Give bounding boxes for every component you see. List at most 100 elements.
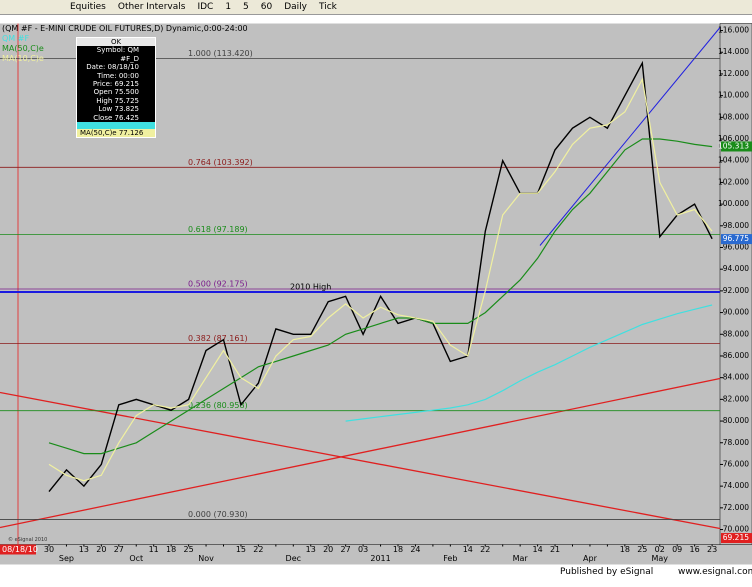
level-label: 0.000 (70.930) (188, 510, 248, 519)
month-label: Dec (286, 554, 301, 563)
level-label: 0.236 (80.958) (188, 401, 248, 410)
x-tick-label: 24 (410, 545, 420, 554)
y-tick-label: 82.000 (723, 394, 749, 403)
month-label: Apr (583, 554, 598, 563)
x-tick-label: 13 (79, 545, 89, 554)
price-tag-label: 69.215 (723, 533, 749, 542)
y-tick-label: 110.000 (718, 91, 749, 100)
y-tick-label: 106.000 (718, 134, 749, 143)
trend-line (0, 377, 721, 529)
x-tick-label: 16 (690, 545, 700, 554)
month-label: Oct (129, 554, 143, 563)
x-tick-label: 11 (149, 545, 159, 554)
x-tick-label: 13 (306, 545, 316, 554)
y-tick-label: 76.000 (723, 459, 749, 468)
x-tick-label: 03 (358, 545, 368, 554)
y-tick-label: 114.000 (718, 47, 749, 56)
month-label: 2011 (370, 554, 390, 563)
price-tag (721, 234, 752, 245)
x-tick-label: 18 (620, 545, 630, 554)
level-label: 2010 High (290, 283, 331, 292)
x-tick-label: 25 (637, 545, 647, 554)
cursor-date: 08/18/10 (2, 545, 38, 554)
series-line (48, 77, 713, 482)
data-window-row: Low 73.825 (98, 105, 139, 114)
price-tag-label: 105.313 (718, 141, 749, 150)
toolbar-item[interactable]: IDC (197, 2, 214, 12)
x-tick-label: 21 (550, 545, 560, 554)
month-label: Sep (59, 554, 74, 563)
y-tick-label: 108.000 (718, 112, 749, 121)
y-tick-label: 116.000 (718, 26, 749, 35)
y-tick-label: 112.000 (718, 69, 749, 78)
x-tick-label: 27 (114, 545, 124, 554)
y-tick-label: 100.000 (718, 199, 749, 208)
y-tick-label: 72.000 (723, 503, 749, 512)
x-tick-label: 15 (236, 545, 246, 554)
footer-right: www.esignal.com (678, 567, 752, 577)
price-tag (721, 141, 752, 152)
y-tick-label: 78.000 (723, 438, 749, 447)
data-window-row: Price: 69.215 (92, 80, 139, 89)
x-tick-label: 22 (253, 545, 263, 554)
data-window-row: Close 76.425 (93, 113, 139, 122)
x-tick-label: 27 (341, 545, 351, 554)
x-tick-label: 23 (707, 545, 717, 554)
toolbar-item[interactable]: Equities (70, 2, 106, 12)
y-tick-label: 96.000 (723, 242, 749, 251)
y-tick-label: 70.000 (723, 525, 749, 534)
month-label: Feb (443, 554, 457, 563)
cursor-date-box (0, 544, 36, 555)
y-tick-label: 80.000 (723, 416, 749, 425)
y-tick-label: 92.000 (723, 286, 749, 295)
data-window-ma: MA(50,C)e 77.126 (77, 129, 155, 138)
y-tick-label: 86.000 (723, 351, 749, 360)
toolbar-item[interactable]: Other Intervals (117, 2, 186, 12)
x-tick-label: 14 (533, 545, 543, 554)
price-tag-label: 96.775 (723, 234, 749, 243)
chart-title: (QM #F - E-MINI CRUDE OIL FUTURES,D) Dyn… (2, 24, 248, 33)
toolbar-item[interactable]: 60 (260, 2, 273, 12)
y-tick-label: 90.000 (723, 308, 749, 317)
trend-line (0, 391, 721, 530)
y-tick-label: 74.000 (723, 481, 749, 490)
x-tick-label: 20 (96, 545, 106, 554)
toolbar: Equities Other Intervals IDC 1 5 60 Daily Tick (0, 0, 752, 15)
x-tick-label: 02 (655, 545, 665, 554)
x-tick-label: 14 (463, 545, 473, 554)
data-window-row: Time: 00:00 (97, 71, 139, 80)
legend-entry: QM #F (2, 34, 29, 43)
x-tick-label: 22 (480, 545, 490, 554)
legend-entry: MA(10,C)e (2, 54, 44, 63)
copyright: © eSignal 2010 (8, 536, 47, 543)
y-tick-label: 98.000 (723, 221, 749, 230)
toolbar-item[interactable]: Daily (284, 2, 308, 12)
y-tick-label: 94.000 (723, 264, 749, 273)
trend-line (539, 27, 721, 246)
x-tick-label: 18 (393, 545, 403, 554)
level-label: 1.000 (113.420) (188, 49, 253, 58)
data-window-rows: Symbol: QM #F_D Date: 08/18/10 Time: 00:00… (77, 46, 155, 122)
data-window-row: Date: 08/18/10 (86, 63, 139, 72)
data-window-row: Open 75.500 (93, 88, 139, 97)
month-label: Nov (198, 554, 214, 563)
toolbar-item[interactable]: Tick (319, 2, 337, 12)
y-tick-label: 88.000 (723, 329, 749, 338)
level-label: 0.500 (92.175) (188, 279, 248, 288)
toolbar-item[interactable]: 1 (225, 2, 232, 12)
toolbar-item[interactable]: 5 (243, 2, 249, 12)
x-tick-label: 20 (323, 545, 333, 554)
month-label: Mar (513, 554, 529, 563)
series-line (48, 60, 713, 493)
x-tick-label: 09 (672, 545, 682, 554)
footer-left: Published by eSignal (560, 567, 653, 577)
y-tick-label: 84.000 (723, 373, 749, 382)
data-window: OK Symbol: QM #F_D Date: 08/18/10 Time: 00… (76, 37, 156, 139)
x-tick-label: 18 (166, 545, 176, 554)
data-window-row: High 75.725 (96, 96, 139, 105)
data-window-title: OK (77, 38, 155, 47)
data-window-cyan-row (77, 122, 155, 130)
data-window-row: Symbol: QM #F_D (96, 46, 139, 63)
price-tag (721, 533, 752, 544)
